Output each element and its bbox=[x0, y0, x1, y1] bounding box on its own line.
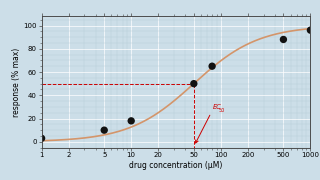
Point bbox=[281, 38, 286, 41]
Point bbox=[102, 129, 107, 132]
Point bbox=[39, 137, 44, 140]
Text: 50: 50 bbox=[219, 108, 225, 113]
Point bbox=[210, 65, 215, 68]
Point bbox=[308, 29, 313, 32]
Text: EC: EC bbox=[213, 104, 222, 110]
Point bbox=[129, 119, 134, 122]
Y-axis label: response (% max): response (% max) bbox=[12, 47, 21, 116]
Point bbox=[191, 82, 196, 85]
X-axis label: drug concentration (μM): drug concentration (μM) bbox=[129, 161, 223, 170]
